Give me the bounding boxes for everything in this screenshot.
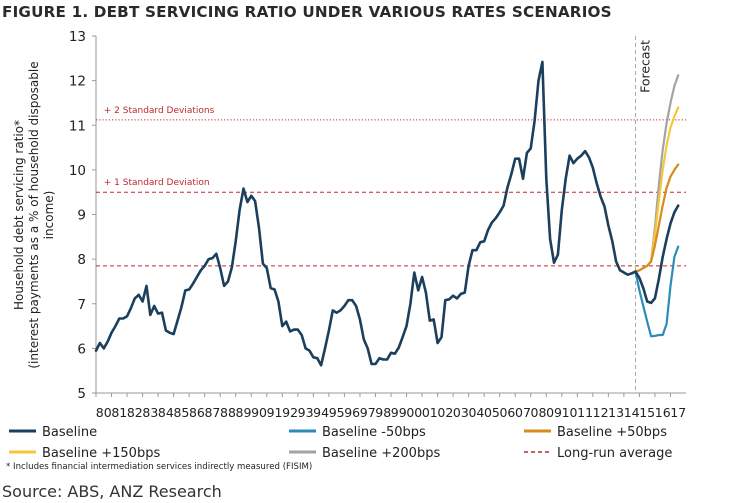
x-tick-label: 99 bbox=[391, 405, 407, 420]
x-tick-label: 13 bbox=[608, 405, 624, 420]
y-tick-label: 11 bbox=[69, 118, 86, 134]
x-tick-label: 02 bbox=[437, 405, 453, 420]
x-tick-label: 08 bbox=[531, 405, 547, 420]
x-tick-label: 04 bbox=[468, 405, 484, 420]
x-tick-label: 90 bbox=[251, 405, 267, 420]
y-axis-label-line-1: Household debt servicing ratio* bbox=[12, 120, 26, 310]
x-tick-label: 00 bbox=[406, 405, 422, 420]
series-line-baseline-50bps bbox=[634, 163, 680, 273]
series-line-baseline bbox=[94, 60, 680, 367]
y-axis-label-line-3: income) bbox=[42, 191, 56, 240]
y-tick-label: 6 bbox=[77, 341, 86, 357]
x-tick-label: 06 bbox=[499, 405, 515, 420]
y-tick-label: 9 bbox=[77, 208, 86, 224]
x-tick-label: 87 bbox=[204, 405, 220, 420]
x-tick-label: 16 bbox=[655, 405, 671, 420]
y-tick-label: 10 bbox=[69, 163, 86, 179]
x-tick-label: 91 bbox=[267, 405, 283, 420]
x-tick-label: 85 bbox=[173, 405, 189, 420]
source-note: Source: ABS, ANZ Research bbox=[2, 482, 222, 501]
x-tick-label: 80 bbox=[96, 405, 112, 420]
legend-label-baseline-200bps: Baseline +200bps bbox=[322, 446, 440, 461]
legend-label-baseline-50bps: Baseline +50bps bbox=[557, 425, 667, 440]
x-tick-label: 89 bbox=[236, 405, 252, 420]
x-tick-label: 93 bbox=[298, 405, 314, 420]
x-tick-label: 81 bbox=[111, 405, 127, 420]
forecast-label: Forecast bbox=[638, 40, 653, 93]
chart-title: FIGURE 1. DEBT SERVICING RATIO UNDER VAR… bbox=[2, 3, 612, 21]
x-tick-label: 97 bbox=[360, 405, 376, 420]
x-tick-label: 15 bbox=[639, 405, 655, 420]
legend-label-baseline: Baseline bbox=[42, 425, 97, 440]
x-tick-label: 83 bbox=[142, 405, 158, 420]
x-tick-label: 14 bbox=[624, 405, 640, 420]
x-tick-label: 95 bbox=[329, 405, 345, 420]
x-tick-label: 88 bbox=[220, 405, 236, 420]
x-tick-label: 07 bbox=[515, 405, 531, 420]
x-tick-label: 01 bbox=[422, 405, 438, 420]
x-tick-label: 10 bbox=[562, 405, 578, 420]
x-tick-label: 03 bbox=[453, 405, 469, 420]
series-lines bbox=[94, 60, 680, 367]
x-tick-label: 96 bbox=[344, 405, 360, 420]
y-tick-label: 5 bbox=[77, 386, 86, 402]
y-axis-label-line-2: (interest payments as a % of household d… bbox=[27, 61, 41, 368]
x-tick-label: 17 bbox=[670, 405, 686, 420]
series-line-baseline-150bps bbox=[634, 106, 680, 273]
reference-label-2-standard-deviations: + 2 Standard Deviations bbox=[104, 106, 215, 116]
y-tick-label: 7 bbox=[77, 297, 86, 313]
x-tick-label: 98 bbox=[375, 405, 391, 420]
reference-lines: + 2 Standard Deviations + 1 Standard Devi… bbox=[96, 36, 686, 393]
x-tick-label: 94 bbox=[313, 405, 329, 420]
x-tick-label: 12 bbox=[593, 405, 609, 420]
legend-label-baseline-150bps: Baseline +150bps bbox=[42, 446, 160, 461]
x-tick-label: 09 bbox=[546, 405, 562, 420]
legend-label-long-run-average: Long-run average bbox=[557, 446, 672, 461]
x-tick-label: 86 bbox=[189, 405, 205, 420]
x-tick-label: 05 bbox=[484, 405, 500, 420]
y-tick-label: 13 bbox=[69, 29, 86, 45]
series-line-baseline-50bps bbox=[634, 245, 680, 338]
legend: Baseline Baseline -50bps Baseline +50bps Ba… bbox=[9, 425, 672, 461]
legend-label-baseline-50bps: Baseline -50bps bbox=[322, 425, 426, 440]
x-tick-label: 84 bbox=[158, 405, 174, 420]
footnote: * Includes financial intermediation serv… bbox=[6, 462, 313, 472]
x-tick-label: 11 bbox=[577, 405, 593, 420]
x-tick-label: 92 bbox=[282, 405, 298, 420]
y-tick-label: 12 bbox=[69, 74, 86, 90]
reference-label-1-standard-deviation: + 1 Standard Deviation bbox=[104, 178, 210, 188]
y-tick-label: 8 bbox=[77, 252, 86, 268]
x-tick-label: 82 bbox=[127, 405, 143, 420]
